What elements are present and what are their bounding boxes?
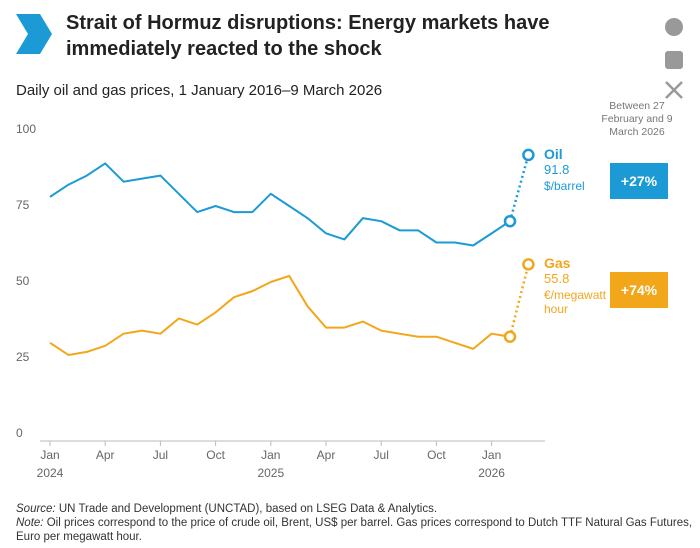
linkedin-icon[interactable] <box>665 51 683 69</box>
x-tick-label: Oct <box>206 448 225 462</box>
end-point <box>522 258 535 271</box>
change-badge: +27% <box>610 162 668 199</box>
series-jump <box>508 154 530 222</box>
y-tick-label: 0 <box>16 426 23 440</box>
x-tick-label: Apr <box>96 448 115 462</box>
value-label: 91.8 <box>544 161 570 177</box>
x-tick-label: Oct <box>427 448 446 462</box>
x-tick-label: Jan <box>482 448 501 462</box>
facebook-icon[interactable] <box>665 18 683 36</box>
subtitle: Daily oil and gas prices, 1 January 2016… <box>16 82 383 99</box>
note: Note: Oil prices correspond to the price… <box>16 516 696 544</box>
series-name: Oil <box>544 145 563 162</box>
series-line <box>49 274 511 356</box>
unit-label: €/megawatt hour <box>544 288 607 317</box>
note-prefix: Note: <box>16 517 44 529</box>
unit-label: $/barrel <box>544 178 585 193</box>
x-year-label: 2024 <box>37 466 64 480</box>
x-tick-label: Jul <box>153 448 168 462</box>
series-name: Gas <box>544 255 571 272</box>
source-prefix: Source: <box>16 503 56 515</box>
end-point <box>503 214 517 228</box>
value-label: 55.8 <box>544 271 570 287</box>
footer: Source: UN Trade and Development (UNCTAD… <box>16 502 696 544</box>
title: Strait of Hormuz disruptions: Energy mar… <box>66 12 550 60</box>
x-tick-label: Jan <box>261 448 280 462</box>
source-text: UN Trade and Development (UNCTAD), based… <box>58 503 438 515</box>
x-tick-label: Jan <box>40 448 59 462</box>
x-year-label: 2025 <box>257 466 284 480</box>
x-tick-label: Apr <box>317 448 336 462</box>
annotation: Between 27 February and 9 March 2026 <box>601 100 673 138</box>
x-tick-label: Jul <box>374 448 389 462</box>
x-year-label: 2026 <box>478 466 505 480</box>
source: Source: UN Trade and Development (UNCTAD… <box>16 502 696 516</box>
y-tick-label: 75 <box>16 198 30 212</box>
end-point <box>503 330 517 343</box>
note-text: Oil prices correspond to the price of cr… <box>16 517 693 543</box>
end-point <box>522 148 535 162</box>
change-badge: +74% <box>610 272 668 309</box>
y-tick-label: 25 <box>16 350 30 364</box>
series-line <box>49 162 511 247</box>
y-tick-label: 50 <box>16 274 30 288</box>
x-icon[interactable] <box>665 81 683 99</box>
logo <box>16 14 52 54</box>
y-tick-label: 100 <box>16 122 36 136</box>
series-jump <box>508 264 530 338</box>
